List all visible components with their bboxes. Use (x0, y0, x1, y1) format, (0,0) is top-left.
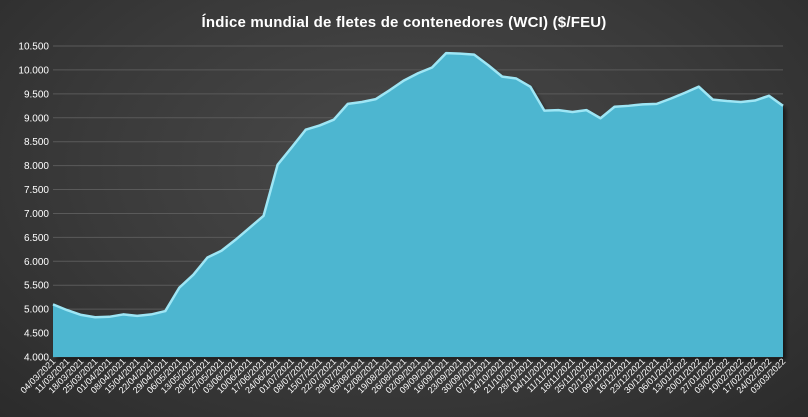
y-tick-label: 7.500 (24, 185, 49, 196)
chart-title: Índice mundial de fletes de contenedores… (201, 14, 607, 31)
y-tick-label: 5.500 (24, 281, 49, 292)
series-area (53, 53, 783, 358)
y-tick-label: 10.500 (18, 42, 49, 53)
y-tick-label: 7.000 (24, 209, 49, 220)
y-tick-label: 8.000 (24, 161, 49, 172)
y-tick-label: 8.500 (24, 137, 49, 148)
y-tick-label: 4.000 (24, 353, 49, 364)
y-tick-label: 5.000 (24, 305, 49, 316)
series-line (52, 51, 784, 319)
y-tick-label: 9.000 (24, 113, 49, 124)
y-tick-label: 9.500 (24, 89, 49, 100)
y-tick-label: 4.500 (24, 329, 49, 340)
y-tick-label: 6.500 (24, 233, 49, 244)
y-tick-label: 10.000 (18, 65, 49, 76)
y-tick-label: 6.000 (24, 257, 49, 268)
